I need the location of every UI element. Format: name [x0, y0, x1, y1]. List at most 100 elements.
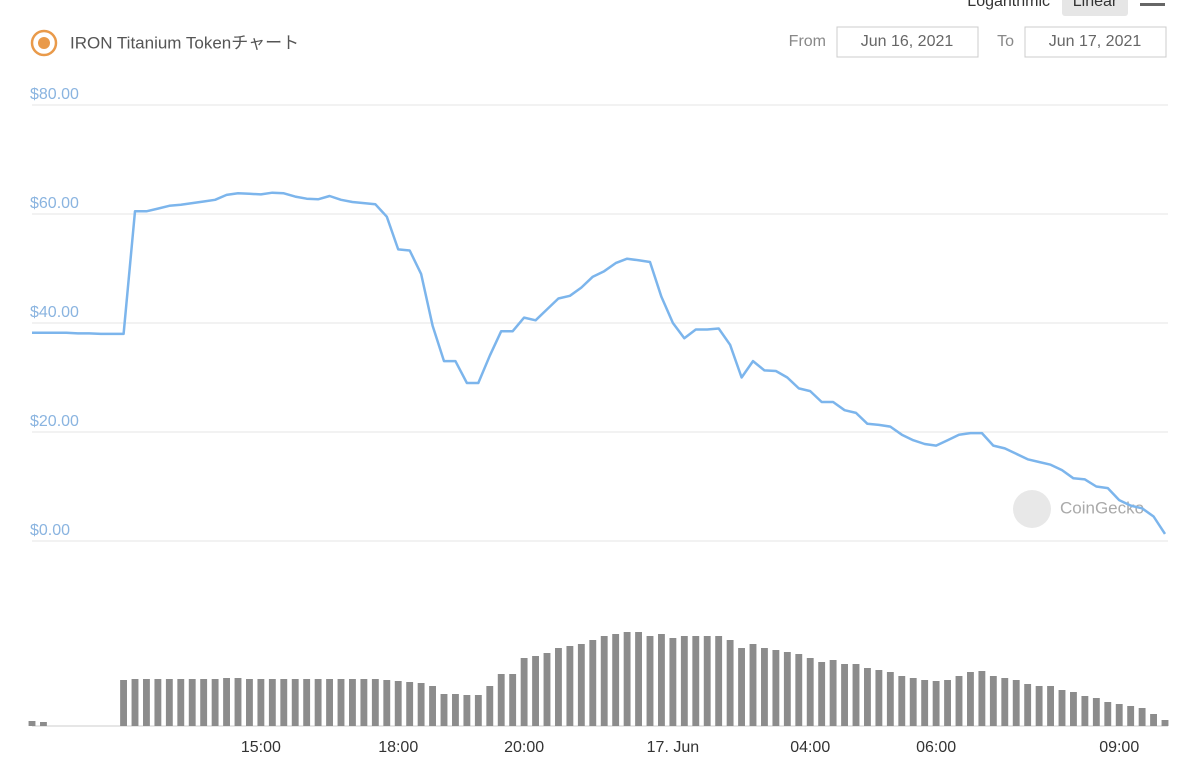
volume-bar [818, 662, 826, 726]
volume-bar [555, 648, 562, 726]
volume-bar [440, 694, 448, 726]
volume-bar [841, 664, 848, 726]
volume-bar [806, 658, 814, 726]
x-tick-label: 18:00 [378, 739, 418, 756]
to-input[interactable] [1024, 26, 1167, 58]
volume-bar [1058, 690, 1066, 726]
y-tick-label: $60.00 [30, 195, 79, 212]
volume-bar [360, 679, 368, 726]
y-tick-label: $20.00 [30, 413, 79, 430]
logo-core [38, 37, 50, 49]
volume-bar [234, 678, 242, 726]
volume-bar [703, 636, 711, 726]
volume-bar [738, 648, 745, 726]
volume-bar [898, 676, 906, 726]
volume-bar [1012, 680, 1020, 726]
volume-bar [303, 679, 311, 726]
chart-title: IRON Titanium Tokenチャート [70, 33, 299, 52]
menu-icon[interactable] [1140, 3, 1165, 6]
volume-bar [623, 632, 631, 726]
volume-bar [280, 679, 288, 726]
volume-bar [1035, 686, 1043, 726]
menu-bar [1140, 3, 1165, 6]
volume-bar [177, 679, 185, 726]
volume-bar [406, 682, 414, 726]
volume-bar [1070, 692, 1077, 726]
volume-bar [921, 680, 929, 726]
volume-bar [646, 636, 654, 726]
volume-bar [875, 670, 883, 726]
volume-bar [143, 679, 150, 726]
volume-bar [211, 679, 219, 726]
volume-bar [509, 674, 517, 726]
volume-bar [268, 679, 276, 726]
to-date: Jun 17, 2021 [1049, 33, 1142, 50]
y-tick-label: $40.00 [30, 304, 79, 321]
volume-bar [680, 636, 688, 726]
volume-bar [1127, 706, 1135, 726]
volume-bar [1047, 686, 1054, 726]
volume-bar [28, 721, 36, 726]
volume-bar [772, 650, 780, 726]
volume-bar [566, 646, 574, 726]
logo [30, 29, 58, 57]
volume-bar [429, 686, 436, 726]
volume-bar [314, 679, 322, 726]
to-label: To [997, 33, 1014, 50]
linear-option[interactable]: Linear [1073, 0, 1118, 10]
volume-bar [120, 680, 127, 726]
volume-bar [944, 680, 951, 726]
volume-bar [932, 681, 940, 726]
volume-bar [1161, 720, 1169, 726]
volume-bar [829, 660, 837, 726]
volume-bar [909, 678, 917, 726]
volume-bar [715, 636, 723, 726]
volume-bar [761, 648, 768, 726]
price-line [32, 191, 1167, 535]
volume-bar [200, 679, 208, 726]
volume-bar [188, 679, 196, 726]
volume-bar [486, 686, 494, 726]
volume-bar [394, 681, 402, 726]
volume-bar [783, 652, 791, 726]
from-label: From [789, 33, 826, 50]
volume-bar [371, 679, 379, 726]
volume-bar [658, 634, 665, 726]
volume-bar [1001, 678, 1009, 726]
log-option[interactable]: Logarithmic [967, 0, 1050, 10]
volume-bar [669, 638, 677, 726]
volume-bar [692, 636, 700, 726]
x-tick-label: 17. Jun [647, 739, 699, 756]
volume-bar [543, 653, 551, 726]
volume-bar [852, 664, 860, 726]
volume-bar [246, 679, 253, 726]
volume-bar [349, 679, 356, 726]
x-tick-label: 06:00 [916, 739, 956, 756]
from-date: Jun 16, 2021 [861, 33, 954, 50]
x-tick-label: 15:00 [241, 739, 281, 756]
volume-bar [955, 676, 963, 726]
volume-bar [326, 679, 333, 726]
volume-bar [1024, 684, 1032, 726]
volume-bar [223, 678, 230, 726]
watermark: CoinGecko [1060, 498, 1144, 517]
volume-bar [795, 654, 803, 726]
volume-bar [474, 695, 482, 726]
y-tick-label: $80.00 [30, 86, 79, 103]
volume-bar [40, 722, 47, 726]
volume-bar [1150, 714, 1157, 726]
volume-bar [452, 694, 459, 726]
x-tick-label: 04:00 [790, 739, 830, 756]
volume-bar [635, 632, 642, 726]
volume-bar [1092, 698, 1100, 726]
volume-bar [383, 680, 391, 726]
linear-button-bg[interactable] [1062, 0, 1128, 16]
from-input[interactable] [836, 26, 979, 58]
watermark-logo [1013, 490, 1051, 528]
volume-bar [1081, 696, 1089, 726]
volume-bar [532, 656, 539, 726]
volume-bar [577, 644, 585, 726]
volume-bar [497, 674, 505, 726]
volume-bar [165, 679, 173, 726]
